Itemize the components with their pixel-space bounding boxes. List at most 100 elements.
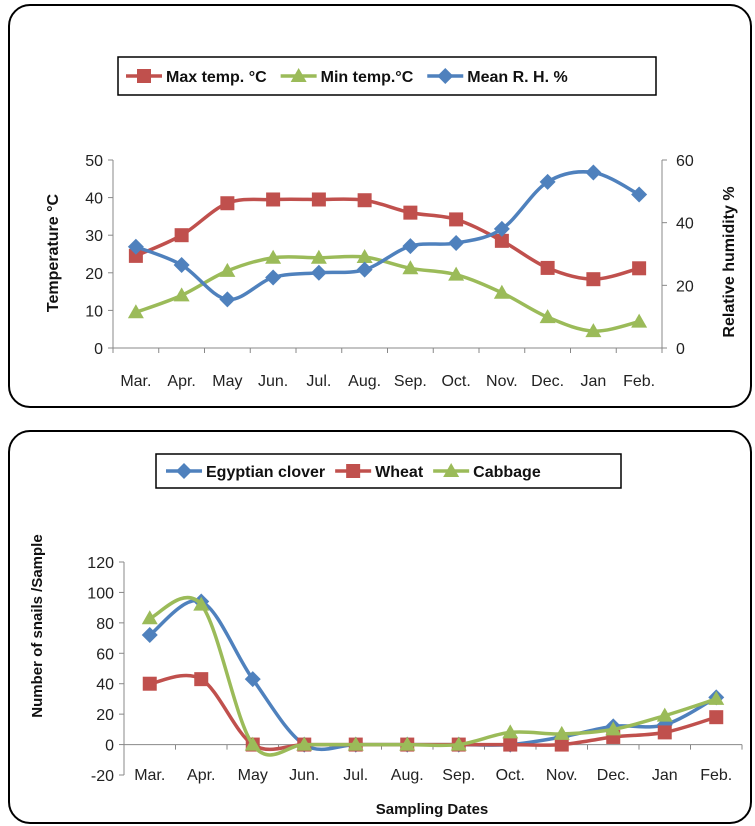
chart-2-x-axis-title: Sampling Dates: [376, 801, 489, 818]
chart-1-data-point-min-temp-c: [127, 304, 144, 319]
chart-1-y2-tick-label: 20: [676, 278, 694, 295]
chart-1-data-point-min-temp-c: [356, 249, 373, 264]
chart-1-y2-tick-label: 40: [676, 216, 694, 233]
chart-2-legend-swatch-marker: [346, 464, 361, 478]
chart-1-data-point-min-temp-c: [631, 313, 648, 328]
chart-2-x-tick-label: Aug.: [391, 767, 424, 784]
chart-2-x-tick-label: Mar.: [134, 767, 165, 784]
chart-1-y-tick-label: 30: [85, 228, 103, 245]
chart-1-legend-label: Min temp.°C: [321, 69, 414, 86]
chart-2-series-egyptian-clover: [141, 593, 725, 753]
chart-1-data-point-min-temp-c: [219, 262, 236, 277]
chart-1-x-tick-label: Nov.: [486, 373, 518, 390]
chart-2-data-point-cabbage: [347, 736, 364, 751]
chart-1-data-point-max-temp-c: [128, 248, 143, 263]
chart-1-data-point-mean-r-h: [585, 164, 602, 181]
chart-1-data-point-max-temp-c: [174, 228, 189, 243]
chart-1-legend-swatch-marker: [437, 68, 454, 84]
chart-1-y2-tick-label: 0: [676, 341, 685, 358]
chart-1-data-point-mean-r-h: [402, 238, 419, 255]
chart-1-x-tick-label: Apr.: [167, 373, 195, 390]
chart-1-y2-tick-label: 60: [676, 153, 694, 170]
chart-1-y-tick-label: 40: [85, 191, 103, 208]
chart-2-data-point-cabbage: [141, 610, 158, 625]
chart-2-x-tick-label: Jun.: [289, 767, 319, 784]
chart-2-legend-item-egyptian-clover: Egyptian clover: [166, 463, 325, 481]
chart-1-legend: Max temp. °C Min temp.°C Mean R. H. %: [117, 56, 657, 96]
chart-2-y-tick-label: 20: [96, 707, 114, 724]
chart-1-data-point-min-temp-c: [402, 260, 419, 275]
chart-1-series-mean-r-h: [127, 164, 648, 308]
chart-1-data-point-min-temp-c: [265, 249, 282, 264]
chart-1-y-tick-label: 50: [85, 153, 103, 170]
chart-2-data-point-wheat: [709, 710, 724, 725]
chart-1-data-point-mean-r-h: [265, 269, 282, 286]
chart-2-series-cabbage: [141, 595, 725, 757]
chart-2-y-tick-label: 100: [87, 585, 114, 602]
chart-2-data-point-cabbage: [399, 736, 416, 751]
chart-2-data-point-cabbage: [244, 736, 261, 751]
chart-1-data-point-mean-r-h: [356, 261, 373, 278]
chart-1-data-point-max-temp-c: [540, 260, 555, 275]
chart-1-data-point-max-temp-c: [586, 272, 601, 287]
chart-2-y-tick-label: 40: [96, 677, 114, 694]
chart-1-data-point-min-temp-c: [585, 323, 602, 338]
chart-2-x-tick-label: May: [238, 767, 268, 784]
chart-1-data-point-max-temp-c: [220, 196, 235, 211]
chart-2-x-tick-label: Nov.: [546, 767, 578, 784]
chart-1-data-point-min-temp-c: [539, 309, 556, 324]
snail-count-chart-panel: [8, 430, 752, 824]
chart-1-data-point-mean-r-h: [127, 238, 144, 255]
chart-2-series-line-egyptian-clover: [148, 598, 718, 752]
chart-2-data-point-cabbage: [605, 721, 622, 736]
chart-1-data-point-mean-r-h: [539, 173, 556, 190]
chart-1-x-tick-label: Jan: [580, 373, 606, 390]
chart-2-legend-label: Cabbage: [473, 464, 541, 481]
chart-2-legend-label: Wheat: [375, 464, 424, 481]
chart-1-data-point-max-temp-c: [311, 192, 326, 207]
chart-1-data-point-max-temp-c: [266, 192, 281, 207]
chart-1-data-point-min-temp-c: [448, 266, 465, 281]
chart-1-legend-box: [117, 56, 657, 96]
chart-1-data-point-max-temp-c: [494, 233, 509, 248]
chart-1-x-tick-label: Mar.: [120, 373, 151, 390]
chart-2-data-point-wheat: [657, 725, 672, 740]
chart-1-data-point-max-temp-c: [357, 193, 372, 208]
chart-2-data-point-cabbage: [553, 725, 570, 740]
chart-1-x-tick-label: Sep.: [394, 373, 427, 390]
chart-1-data-point-mean-r-h: [173, 256, 190, 273]
chart-2-y-tick-label: 120: [87, 555, 114, 572]
chart-1-x-tick-label: Dec.: [531, 373, 564, 390]
chart-1-x-tick-label: Jul.: [306, 373, 331, 390]
chart-1-x-tick-label: Feb.: [623, 373, 655, 390]
chart-1-data-point-max-temp-c: [449, 212, 464, 227]
chart-1-data-point-mean-r-h: [493, 220, 510, 237]
chart-2-legend-swatch-marker: [443, 463, 460, 477]
chart-2-data-point-egyptian-clover: [141, 627, 158, 644]
chart-1-data-point-mean-r-h: [631, 186, 648, 203]
chart-2-x-tick-label: Dec.: [597, 767, 630, 784]
chart-1-axes: 0 10 20 30 40 50 0 20 40 60 Mar. Apr. May Jun. Jul. Aug…: [85, 153, 694, 390]
chart-2-data-point-wheat: [554, 737, 569, 752]
chart-2-series: [141, 593, 725, 757]
chart-2-data-point-cabbage: [656, 707, 673, 722]
chart-1-legend-item-min-temp-c: Min temp.°C: [280, 68, 414, 86]
chart-2-data-point-wheat: [194, 672, 209, 687]
chart-1-data-point-mean-r-h: [310, 264, 327, 281]
chart-2-x-tick-label: Jan: [652, 767, 678, 784]
chart-1-y-tick-label: 0: [94, 341, 103, 358]
chart-2-data-point-wheat: [503, 737, 518, 752]
chart-2-x-tick-label: Jul.: [343, 767, 368, 784]
chart-2-data-point-cabbage: [296, 736, 313, 751]
chart-1-x-tick-label: May: [212, 373, 242, 390]
chart-1-y-tick-label: 10: [85, 303, 103, 320]
chart-1-legend-item-max-temp-c: Max temp. °C: [126, 69, 267, 86]
chart-1-data-point-min-temp-c: [173, 287, 190, 302]
chart-2-legend-swatch-marker: [176, 463, 192, 479]
chart-2-legend: Egyptian clover Wheat Cabbage: [155, 453, 622, 489]
chart-1-data-point-mean-r-h: [448, 235, 465, 252]
chart-1-legend-label: Mean R. H. %: [467, 69, 567, 86]
chart-2-x-tick-label: Oct.: [496, 767, 525, 784]
chart-1-legend-label: Max temp. °C: [166, 69, 267, 86]
chart-1-x-tick-label: Jun.: [258, 373, 288, 390]
